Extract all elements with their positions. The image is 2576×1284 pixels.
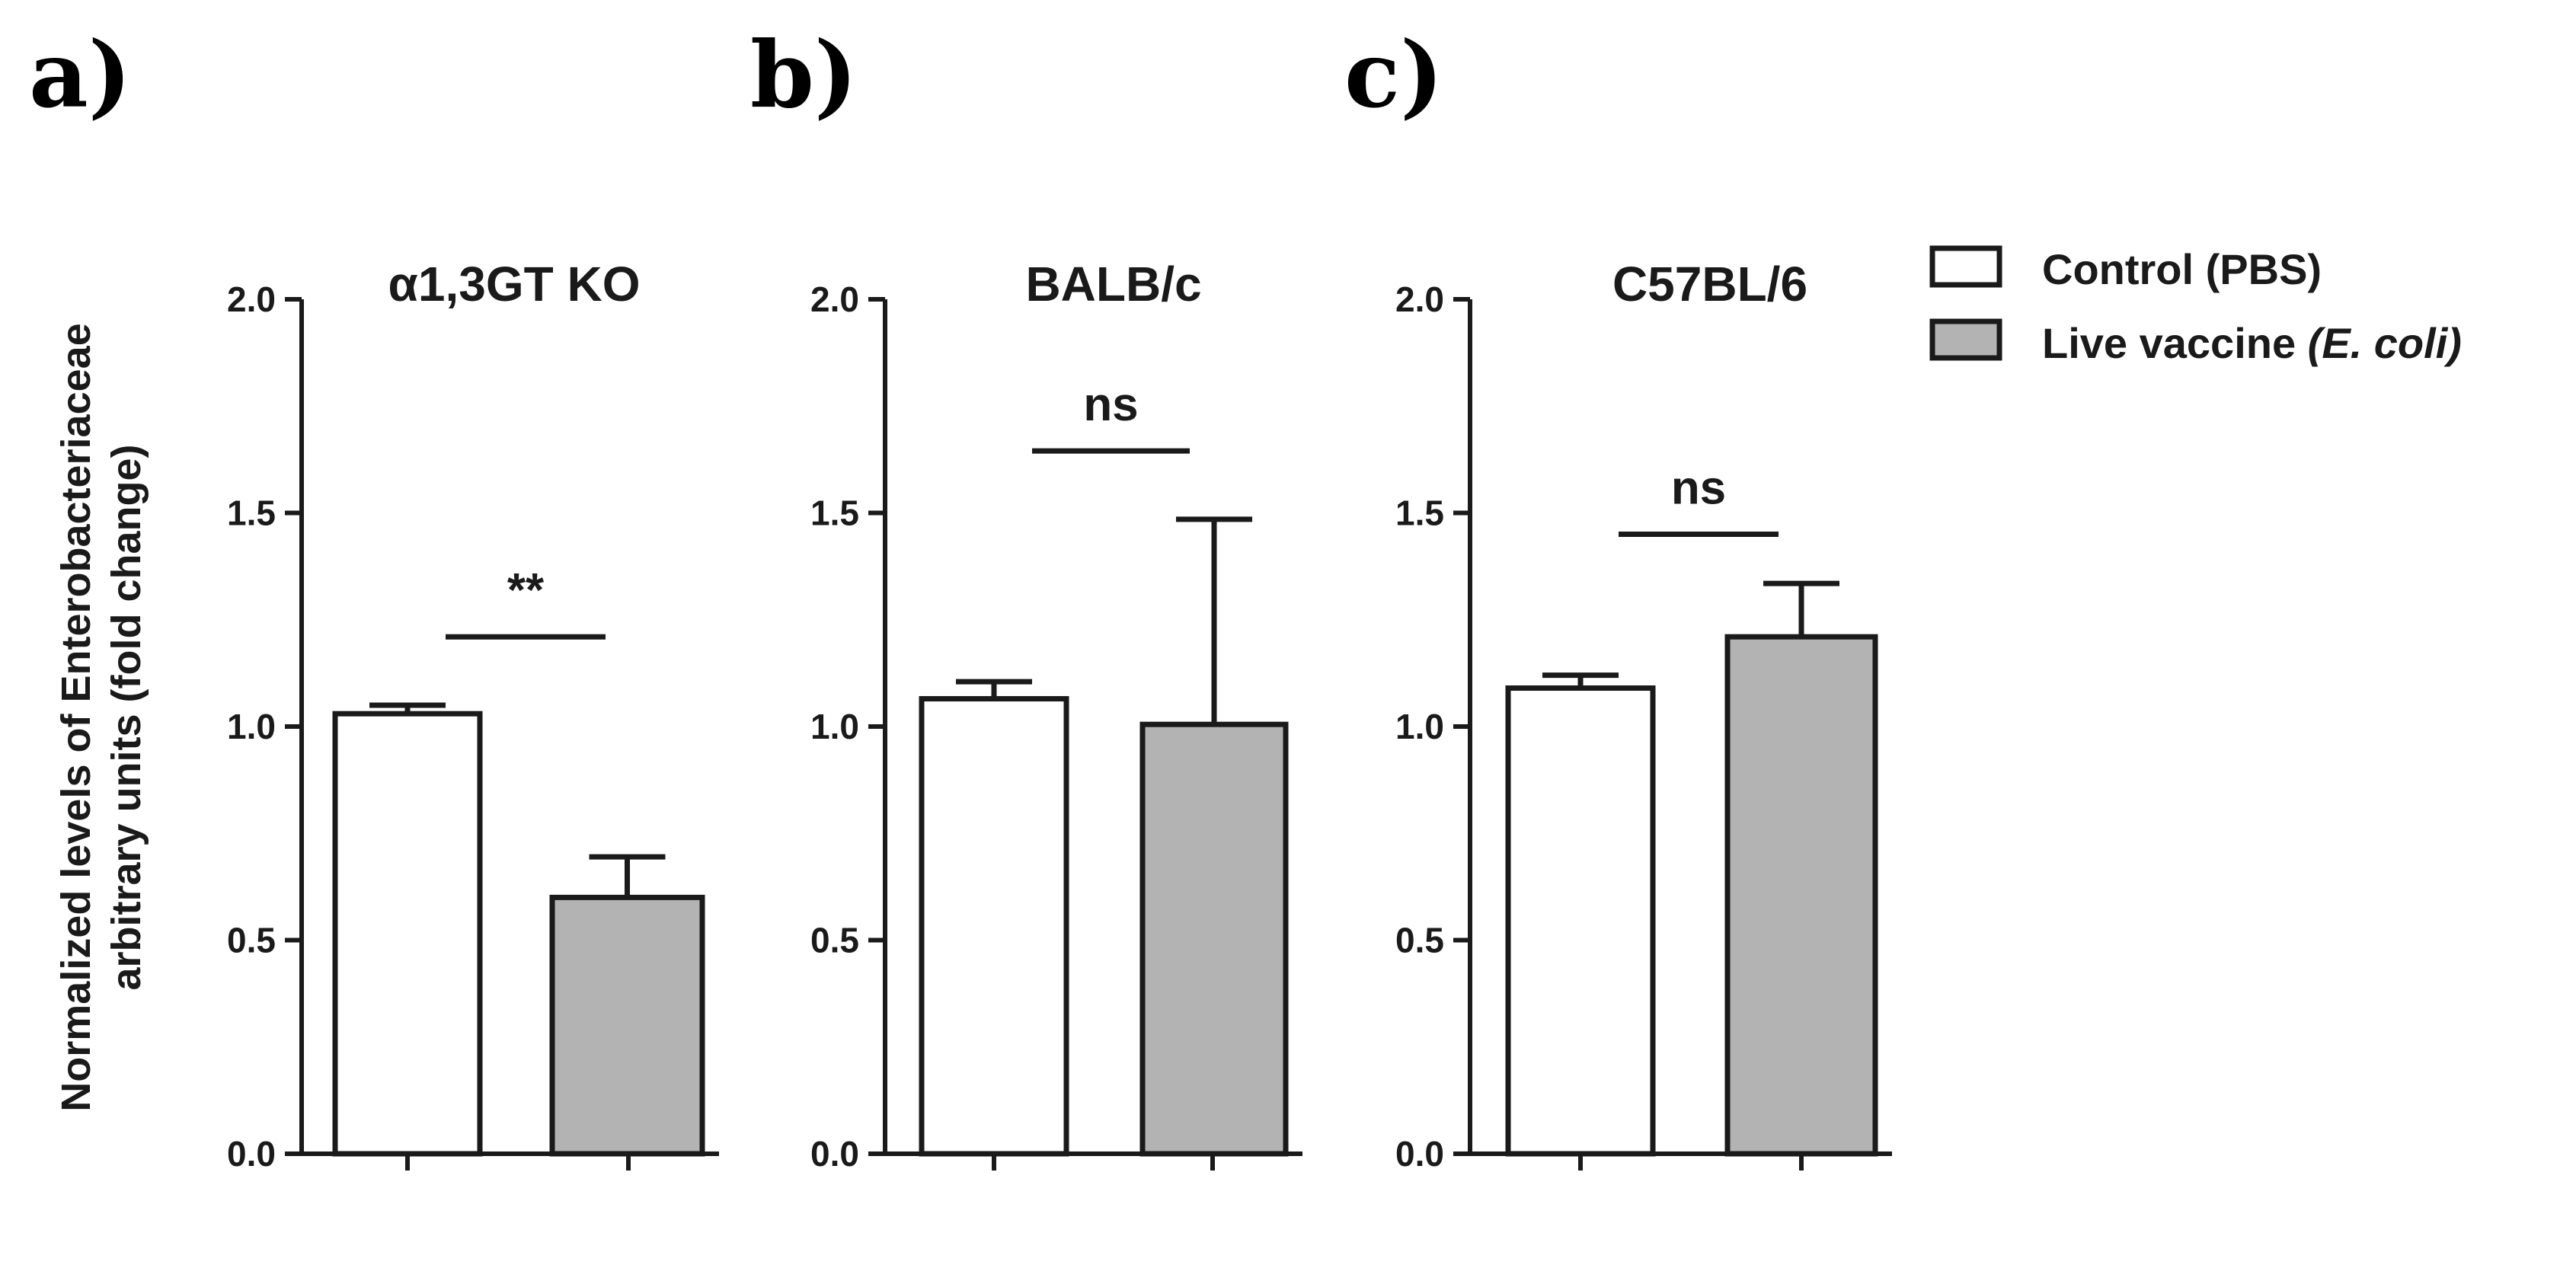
y-tick-label: 2.0	[810, 279, 859, 319]
legend-swatch-vaccine	[1929, 318, 2002, 361]
legend-label-control: Control (PBS)	[2042, 245, 2322, 293]
y-tick-label: 0.0	[227, 1134, 276, 1174]
y-tick-label: 0.5	[227, 921, 276, 960]
panel-letter: a)	[29, 21, 132, 129]
panel-2: b) BALB/c 0.0 0.5 1.0 1.5 2.0 ns	[750, 21, 1302, 1174]
bar-control	[332, 711, 483, 1157]
y-tick-label: 1.5	[1395, 493, 1444, 533]
y-tick-label: 1.5	[810, 493, 859, 533]
legend: Control (PBS) Live vaccine (E. coli)	[1929, 245, 2462, 367]
bar-vaccine	[549, 894, 705, 1157]
panel-1: a) α1,3GT KO 0.0 0.5 1.0 1.5 2.0 **	[29, 21, 719, 1174]
y-tick-label: 1.5	[227, 493, 276, 533]
bar-vaccine	[1724, 634, 1878, 1157]
y-tick-label: 0.5	[1395, 921, 1444, 960]
legend-label-vaccine-italic: (E. coli)	[2308, 319, 2462, 367]
significance-label: ns	[1083, 378, 1138, 431]
y-axis-label-line1: Normalized levels of Enterobacteriaceae	[53, 323, 99, 1111]
bar-control	[1505, 685, 1656, 1157]
y-axis-label: Normalized levels of Enterobacteriaceae …	[53, 323, 149, 1111]
y-tick-label: 0.0	[1395, 1134, 1444, 1174]
panels: a) α1,3GT KO 0.0 0.5 1.0 1.5 2.0 ** b) BALB/c 0.0 0…	[29, 21, 1892, 1174]
bar-control	[919, 696, 1069, 1157]
legend-swatch-control	[1929, 245, 2002, 288]
y-tick-label: 2.0	[1395, 279, 1444, 319]
significance-label: ns	[1671, 462, 1726, 515]
panel-title: α1,3GT KO	[388, 257, 641, 311]
y-axis-label-line2: arbitrary units (fold change)	[104, 444, 149, 990]
significance-label: **	[507, 564, 545, 617]
bar-vaccine	[1139, 721, 1289, 1157]
y-tick-label: 1.0	[1395, 707, 1444, 746]
y-tick-label: 2.0	[227, 279, 276, 319]
panel-letter: c)	[1344, 21, 1443, 129]
panel-letter: b)	[750, 21, 858, 129]
y-tick-label: 1.0	[227, 707, 276, 746]
y-tick-label: 0.5	[810, 921, 859, 960]
panel-3: c) C57BL/6 0.0 0.5 1.0 1.5 2.0 ns	[1344, 21, 1892, 1174]
panel-title: C57BL/6	[1612, 257, 1807, 311]
legend-label-vaccine: Live vaccine (E. coli)	[2042, 319, 2462, 367]
y-tick-label: 0.0	[810, 1134, 859, 1174]
y-tick-label: 1.0	[810, 707, 859, 746]
panel-title: BALB/c	[1025, 257, 1201, 311]
legend-label-vaccine-main: Live vaccine	[2042, 319, 2308, 367]
